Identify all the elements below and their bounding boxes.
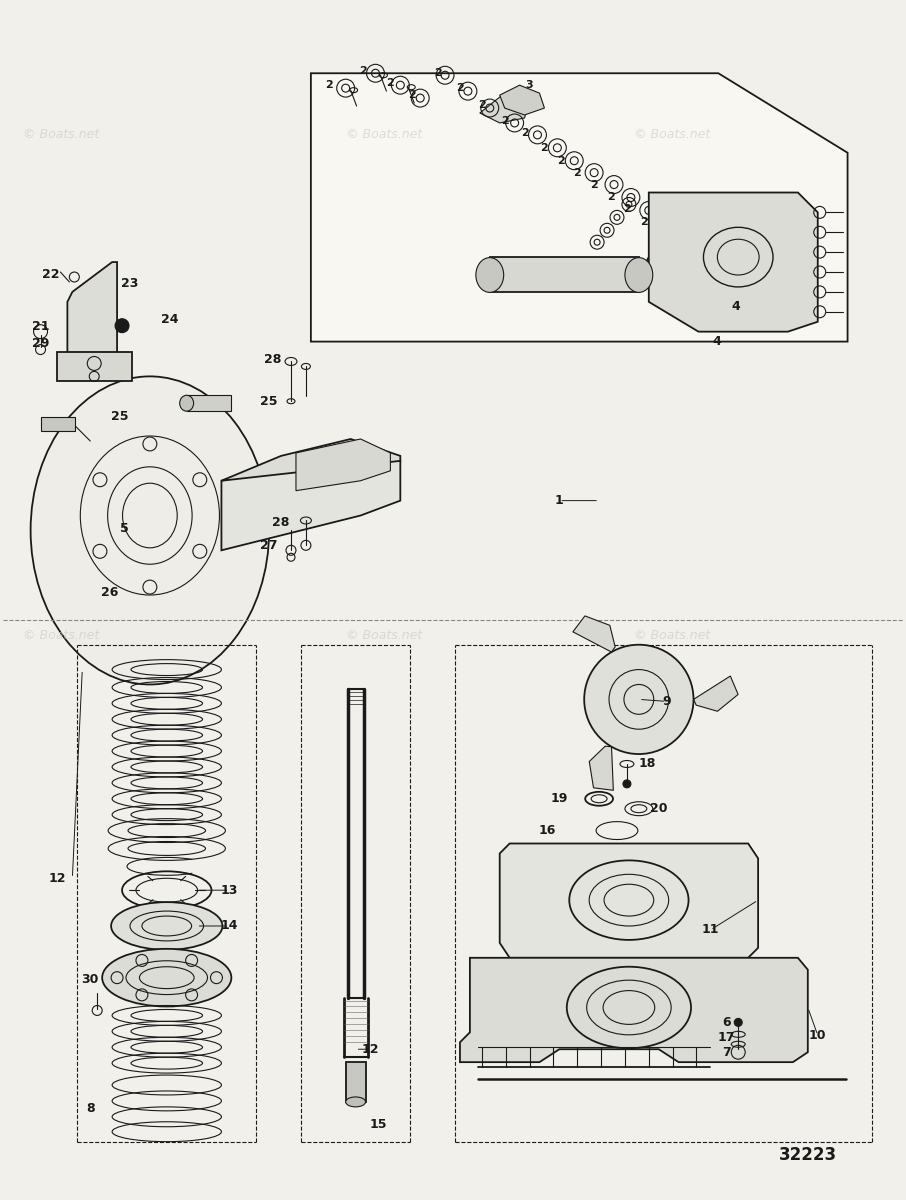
Polygon shape xyxy=(500,844,758,958)
Polygon shape xyxy=(693,676,738,712)
Text: 10: 10 xyxy=(809,1028,826,1042)
Polygon shape xyxy=(460,958,808,1062)
Text: 16: 16 xyxy=(539,824,556,838)
Text: 4: 4 xyxy=(732,300,740,313)
Text: 2: 2 xyxy=(501,116,508,126)
Text: © Boats.net: © Boats.net xyxy=(346,629,422,642)
Text: 2: 2 xyxy=(409,90,416,100)
Ellipse shape xyxy=(476,258,504,293)
Text: 22: 22 xyxy=(42,268,59,281)
Ellipse shape xyxy=(179,395,194,412)
Text: 7: 7 xyxy=(205,397,214,410)
Text: 32223: 32223 xyxy=(779,1146,837,1164)
Polygon shape xyxy=(296,439,390,491)
Text: 25: 25 xyxy=(111,409,129,422)
Text: 2: 2 xyxy=(573,168,581,178)
Text: 14: 14 xyxy=(221,919,238,932)
Polygon shape xyxy=(221,439,400,481)
Text: 13: 13 xyxy=(221,883,238,896)
Ellipse shape xyxy=(31,377,269,684)
Polygon shape xyxy=(573,616,615,652)
Ellipse shape xyxy=(102,949,231,1007)
Polygon shape xyxy=(67,262,117,361)
Polygon shape xyxy=(649,192,818,331)
Polygon shape xyxy=(500,85,545,115)
Text: 19: 19 xyxy=(551,792,568,805)
Text: 2: 2 xyxy=(623,204,631,215)
Text: 26: 26 xyxy=(101,586,119,599)
Text: 17: 17 xyxy=(718,1031,735,1044)
Text: © Boats.net: © Boats.net xyxy=(634,629,710,642)
Text: 7: 7 xyxy=(722,1045,730,1058)
Text: 11: 11 xyxy=(701,924,719,936)
Text: 1: 1 xyxy=(555,494,564,508)
Ellipse shape xyxy=(625,258,652,293)
Text: 2: 2 xyxy=(434,68,442,78)
Ellipse shape xyxy=(111,902,222,950)
Bar xyxy=(490,257,639,292)
Text: 2: 2 xyxy=(557,156,565,166)
Text: 2: 2 xyxy=(456,83,464,94)
Text: © Boats.net: © Boats.net xyxy=(23,629,99,642)
Bar xyxy=(57,352,132,382)
Bar xyxy=(41,418,75,431)
Text: © Boats.net: © Boats.net xyxy=(346,128,422,142)
Text: 24: 24 xyxy=(161,313,178,326)
Text: 12: 12 xyxy=(361,1043,380,1056)
Text: 3: 3 xyxy=(525,80,534,90)
Text: © Boats.net: © Boats.net xyxy=(634,128,710,142)
Text: © Boats.net: © Boats.net xyxy=(23,128,99,142)
Text: 18: 18 xyxy=(638,757,656,770)
Text: 4: 4 xyxy=(712,335,721,348)
Polygon shape xyxy=(221,446,400,551)
Bar xyxy=(346,1062,365,1102)
Text: 8: 8 xyxy=(86,1103,94,1115)
Text: 2: 2 xyxy=(607,192,615,203)
Circle shape xyxy=(584,644,693,754)
Text: 28: 28 xyxy=(273,516,290,529)
Polygon shape xyxy=(311,73,848,342)
Text: 2: 2 xyxy=(359,66,366,77)
Circle shape xyxy=(623,780,631,788)
Text: 21: 21 xyxy=(32,320,49,334)
Polygon shape xyxy=(589,746,613,791)
Text: 2: 2 xyxy=(325,80,333,90)
Text: 23: 23 xyxy=(121,277,139,290)
Circle shape xyxy=(115,319,129,332)
Text: 2: 2 xyxy=(640,217,648,227)
Text: 29: 29 xyxy=(32,337,49,350)
Text: 27: 27 xyxy=(260,539,278,552)
Text: 2: 2 xyxy=(387,78,394,88)
Text: 12: 12 xyxy=(49,871,66,884)
Text: 20: 20 xyxy=(650,803,668,815)
Text: 9: 9 xyxy=(662,695,671,708)
Text: 2: 2 xyxy=(478,100,486,110)
Bar xyxy=(187,395,231,412)
Text: 15: 15 xyxy=(370,1118,387,1132)
Text: 6: 6 xyxy=(722,1016,730,1028)
Circle shape xyxy=(734,1019,742,1026)
Text: 2: 2 xyxy=(521,128,528,138)
Text: 30: 30 xyxy=(82,973,99,986)
Text: 5: 5 xyxy=(120,522,129,535)
Text: 2: 2 xyxy=(541,143,548,152)
Text: 25: 25 xyxy=(260,395,278,408)
Text: 28: 28 xyxy=(265,353,282,366)
Ellipse shape xyxy=(346,1097,365,1106)
Text: 2: 2 xyxy=(590,180,598,190)
Polygon shape xyxy=(480,94,529,122)
